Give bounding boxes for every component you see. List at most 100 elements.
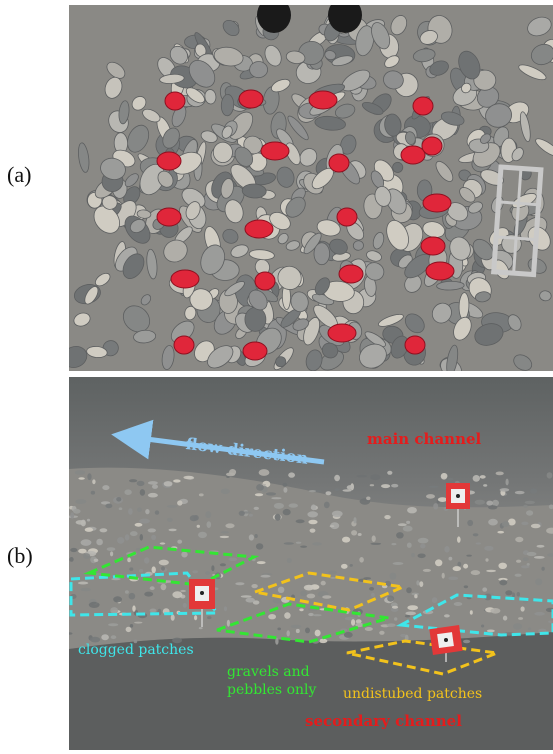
gravel-stone [423,569,431,572]
gravel-stone [351,619,355,626]
gravel-stone [249,514,253,517]
gravel-stone [518,617,523,620]
gravel-stone [177,540,182,544]
gravel-stone [310,529,316,533]
gravel-stone [130,531,138,536]
gravel-stone [172,591,182,598]
gravel-stone [256,484,264,491]
gravel-stone [449,557,453,561]
gravel-stone [390,573,397,580]
painted-red-stone [309,91,337,109]
gravel-stone [144,557,149,563]
gravel-stone [541,567,544,571]
gravel-stone [357,475,368,477]
gravel-stone [207,616,211,619]
gravel-stone [137,508,142,512]
gravel-stone [85,528,93,532]
gravel-stone [78,549,86,554]
gravel-stone [476,542,482,544]
gravel-stone [523,557,529,561]
gravel-stone [275,514,281,521]
gravel-stone [300,546,307,548]
gravel-stone [257,561,266,564]
gravel-stone [129,593,136,600]
gravel-stone [414,594,417,598]
gravel-stone [308,613,314,616]
gravel-stone [525,501,535,504]
gravel-stone [534,556,545,559]
gravel-stone [403,526,413,532]
gravel-stone [505,590,512,595]
gravel-stone [307,511,318,517]
gravel-stone [528,628,531,630]
gravel-stone [288,472,295,477]
pebble [249,61,267,78]
gravel-stone [482,587,487,591]
gravel-stone [107,547,116,551]
gravel-stone [433,503,438,509]
gravel-stone [304,585,314,591]
gravel-stone [283,487,287,493]
gravel-stone [483,484,487,487]
gravel-stone [454,602,463,606]
gravel-stone [406,521,410,524]
gravel-stone [284,542,294,544]
gravel-stone [537,545,545,548]
gravel-stone [152,566,156,573]
pebble [314,243,330,265]
gravel-stone [126,627,132,632]
gravel-stone [471,570,480,575]
gravel-stone [155,510,159,514]
gravel-stone [334,475,340,481]
gravel-stone [164,481,173,486]
gravel-stone [480,475,486,479]
gravel-stone [87,519,90,522]
gravel-stone [466,555,471,557]
gravel-stone [503,616,507,621]
photo-river-site: flow direction main channel clogged patc… [69,377,553,750]
gravel-stone [227,620,230,627]
gravel-stone [199,493,204,496]
gravel-stone [435,559,442,566]
painted-red-stone [171,270,199,288]
gravel-stone [351,530,357,535]
gravel-stone [148,528,156,532]
gravel-stone [492,500,499,506]
painted-red-stone [339,265,363,283]
gravel-stone [372,535,376,542]
gravel-stone [457,562,461,567]
gravel-stone [391,484,398,488]
gravel-stone [300,591,306,597]
gravel-stone [183,476,193,479]
painted-red-stone [421,237,445,255]
gravel-stone [359,557,364,563]
gravel-stone [521,522,528,526]
gravel-stone [416,580,419,585]
gravel-stone [148,481,158,485]
gravel-stone [75,470,86,475]
gravel-stone [308,520,317,525]
gravel-stone [183,603,187,608]
gravel-stone [394,617,397,621]
gravel-stone [173,479,181,482]
gravel-stone [150,609,157,613]
gravel-stone [365,627,373,631]
gravel-stone [473,533,479,536]
gravel-stone [78,582,88,585]
gravel-stone [324,502,330,509]
gravel-stone [296,519,305,523]
gravel-stone [283,509,291,515]
gravel-stone [291,625,302,628]
gravel-stone [319,639,327,643]
gravel-stone [73,509,81,514]
gravel-stone [193,515,198,521]
gravel-stone [220,536,229,538]
gravel-stone [161,566,165,570]
gravel-stone [407,507,417,513]
gravel-stone [299,608,303,611]
gravel-stone [159,560,169,566]
painted-red-stone [328,324,356,342]
gravel-stone [387,623,396,627]
gravel-stone [497,531,504,534]
painted-red-stone [401,146,425,164]
